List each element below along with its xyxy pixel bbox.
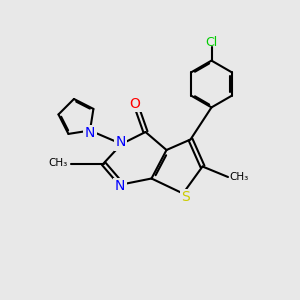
Text: N: N	[85, 127, 95, 140]
Text: Cl: Cl	[206, 36, 218, 49]
Text: CH₃: CH₃	[230, 172, 249, 182]
Text: CH₃: CH₃	[48, 158, 68, 169]
Text: S: S	[182, 190, 190, 204]
Text: N: N	[116, 136, 126, 149]
Text: O: O	[130, 97, 140, 110]
Text: N: N	[115, 179, 125, 193]
